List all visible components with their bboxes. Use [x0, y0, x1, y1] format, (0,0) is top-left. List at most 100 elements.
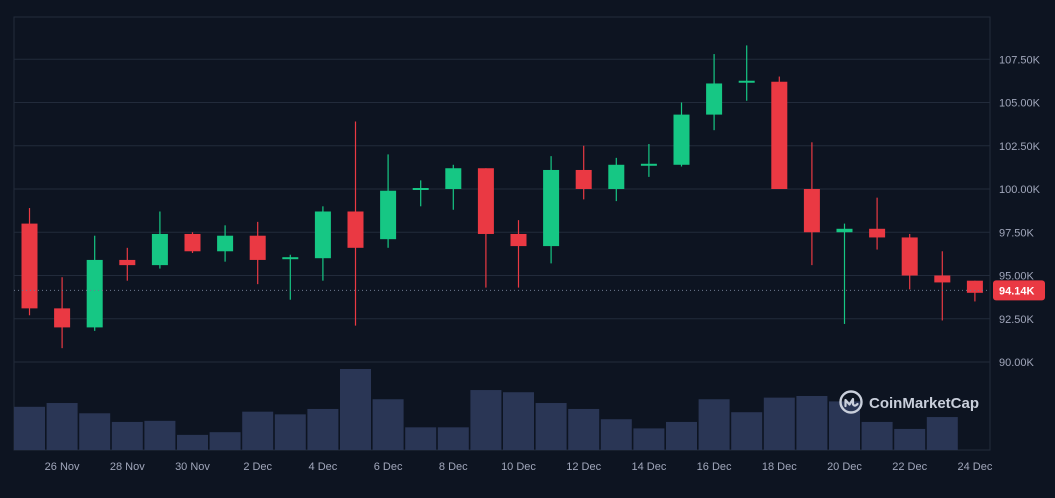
volume-bar [600, 419, 632, 450]
candle-body [477, 168, 494, 234]
volume-bar [405, 427, 437, 450]
candle[interactable] [608, 157, 625, 202]
volume-bar [731, 412, 763, 450]
candle-body [314, 211, 331, 259]
volume-bar [79, 413, 111, 450]
candle-body [934, 275, 951, 283]
volume-bar [666, 421, 697, 450]
volume-bar [763, 397, 795, 450]
candle[interactable] [412, 180, 429, 207]
candle[interactable] [934, 251, 951, 321]
candle[interactable] [803, 142, 820, 266]
candle-body [966, 280, 983, 293]
x-tick-label: 28 Nov [110, 461, 145, 473]
volume-bar [46, 403, 78, 450]
candle[interactable] [54, 277, 71, 349]
candle[interactable] [282, 254, 299, 300]
volume-bar [698, 399, 730, 450]
candle[interactable] [86, 235, 103, 331]
candle-body [836, 228, 853, 233]
candle-body [347, 211, 364, 248]
x-tick-label: 14 Dec [631, 461, 666, 473]
current-price-badge [993, 280, 1045, 301]
volume-bars [14, 369, 958, 450]
volume-bar [894, 428, 926, 450]
volume-bar [274, 414, 306, 450]
candle[interactable] [771, 76, 788, 189]
candle[interactable] [445, 164, 462, 210]
x-tick-label: 30 Nov [175, 461, 210, 473]
candle-body [803, 189, 820, 233]
candle[interactable] [217, 225, 234, 262]
candles [21, 45, 983, 349]
candle[interactable] [477, 168, 494, 288]
candle-body [282, 257, 299, 260]
candle-body [575, 169, 592, 189]
candle-body [673, 114, 690, 165]
candle-body [412, 188, 429, 190]
candle-body [217, 235, 234, 252]
x-tick-label: 16 Dec [697, 461, 732, 473]
x-tick-label: 24 Dec [957, 461, 992, 473]
x-tick-label: 12 Dec [566, 461, 601, 473]
candle[interactable] [966, 280, 983, 302]
x-tick-label: 22 Dec [892, 461, 927, 473]
volume-bar [372, 399, 404, 450]
candle-body [869, 228, 886, 238]
x-tick-label: 4 Dec [309, 461, 338, 473]
candle-body [86, 259, 103, 328]
brand-watermark: CoinMarketCap [839, 390, 979, 414]
candle-body [510, 233, 527, 247]
volume-bar [861, 421, 893, 450]
volume-bar [535, 403, 567, 450]
current-price-marker: 94.14K [14, 280, 1045, 301]
current-price-label: 94.14K [999, 285, 1035, 297]
coinmarketcap-logo-icon [839, 390, 863, 414]
candle[interactable] [869, 197, 886, 250]
volume-bar [503, 392, 534, 450]
candle[interactable] [184, 232, 201, 254]
candle[interactable] [836, 223, 853, 324]
candle[interactable] [901, 233, 918, 290]
candle[interactable] [706, 54, 723, 131]
x-tick-label: 18 Dec [762, 461, 797, 473]
candle[interactable] [510, 220, 527, 288]
candle[interactable] [673, 102, 690, 167]
brand-name: CoinMarketCap [869, 395, 979, 412]
candle-body [608, 164, 625, 189]
volume-bar [340, 369, 371, 450]
candle[interactable] [119, 247, 136, 281]
volume-bar [14, 406, 45, 450]
y-tick-label: 92.50K [999, 314, 1035, 326]
candle[interactable] [575, 145, 592, 200]
grid-lines [13, 16, 991, 451]
y-tick-label: 100.00K [999, 184, 1041, 196]
y-tick-label: 90.00K [999, 357, 1035, 369]
candle[interactable] [380, 154, 397, 248]
candle-body [738, 80, 755, 83]
candle[interactable] [543, 156, 560, 264]
candle[interactable] [314, 206, 331, 281]
x-tick-label: 8 Dec [439, 461, 468, 473]
volume-bar [926, 417, 958, 450]
volume-bar [144, 420, 176, 450]
candle-body [640, 163, 657, 166]
candle[interactable] [738, 45, 755, 101]
candle-body [249, 235, 266, 260]
candle[interactable] [347, 121, 364, 326]
volume-bar [111, 421, 143, 450]
candle-body [21, 223, 38, 309]
candle[interactable] [249, 221, 266, 285]
y-tick-label: 105.00K [999, 98, 1041, 110]
x-tick-label: 6 Dec [374, 461, 403, 473]
candle[interactable] [640, 144, 657, 177]
volume-bar [307, 408, 339, 450]
candle[interactable] [151, 211, 168, 269]
x-tick-label: 26 Nov [45, 461, 80, 473]
volume-bar [470, 390, 502, 450]
candle-body [445, 168, 462, 189]
volume-bar [796, 396, 828, 450]
volume-bar [177, 434, 208, 450]
candle[interactable] [21, 208, 38, 316]
